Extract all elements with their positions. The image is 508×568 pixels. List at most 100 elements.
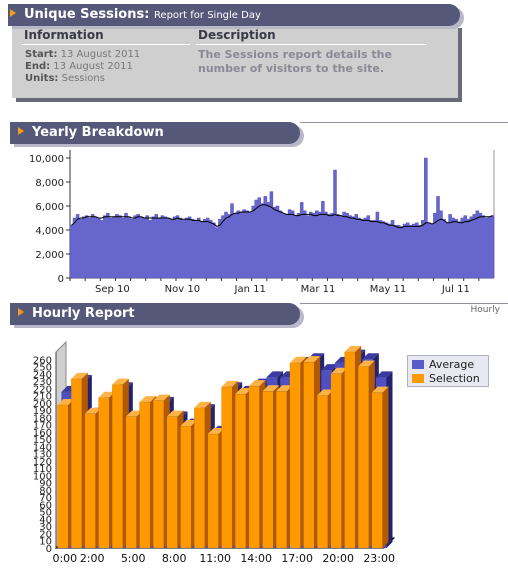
description-heading: Description xyxy=(198,28,276,42)
selection-bar-top xyxy=(71,372,88,379)
selection-bar-top xyxy=(112,378,129,385)
selection-bar-top xyxy=(289,356,307,363)
selection-bar-top xyxy=(194,401,211,408)
selection-bar xyxy=(275,390,288,549)
selection-bar-top xyxy=(98,391,116,398)
hourly-title: Hourly Report xyxy=(32,306,135,321)
selection-bar xyxy=(316,395,329,549)
yearly-rule xyxy=(300,122,508,123)
description-text: The Sessions report details the number o… xyxy=(198,48,392,75)
selection-bar-top xyxy=(153,394,170,401)
y-tick-label: 100 xyxy=(33,471,52,482)
selection-bar xyxy=(57,404,69,549)
arrow-right-icon xyxy=(18,127,24,135)
y-tick-label: 130 xyxy=(33,450,52,461)
x-tick-label: 0:00 xyxy=(52,552,77,565)
start-value: 13 August 2011 xyxy=(60,49,141,60)
selection-bar-top xyxy=(276,385,293,392)
arrow-right-icon xyxy=(10,9,16,17)
units-value: Sessions xyxy=(61,73,105,84)
selection-bar-top xyxy=(262,385,280,392)
selection-bar xyxy=(248,385,260,549)
y-tick-label: 110 xyxy=(33,464,52,475)
hourly-rule xyxy=(300,303,508,304)
x-tick-label: 17:00 xyxy=(281,552,313,565)
average-bar-top xyxy=(362,353,379,360)
selection-bar-top xyxy=(166,410,184,417)
selection-bar-side xyxy=(382,386,389,548)
average-bar-top xyxy=(266,371,284,378)
x-tick-label: 2:00 xyxy=(80,552,105,565)
end-row: End: 13 August 2011 xyxy=(25,61,133,72)
y-tick-label: 80 xyxy=(39,486,52,497)
legend-selection-label: Selection xyxy=(429,372,480,385)
summary-header: Unique Sessions: Report for Single Day xyxy=(8,4,460,26)
selection-bar xyxy=(139,401,151,549)
y-tick-label: 90 xyxy=(39,479,52,490)
hourly-link[interactable]: Hourly xyxy=(470,305,500,315)
y-tick-label: 180 xyxy=(33,413,52,424)
y-tick-label: 250 xyxy=(33,363,52,374)
y-tick-label: 30 xyxy=(39,522,52,533)
summary-subtitle: Report for Single Day xyxy=(153,10,261,21)
legend-swatch-average xyxy=(412,360,424,369)
selection-bar-top xyxy=(330,367,348,374)
y-tick-label: 200 xyxy=(33,399,52,410)
x-tick-label: 11:00 xyxy=(199,552,231,565)
y-tick-label: 70 xyxy=(39,493,52,504)
selection-bar-top xyxy=(344,346,362,352)
info-box xyxy=(12,24,458,98)
selection-bar-top xyxy=(125,410,143,417)
y-tick-label: 220 xyxy=(33,384,52,395)
selection-bar xyxy=(125,416,137,549)
y-tick-label: 170 xyxy=(33,421,52,432)
y-tick-label: 150 xyxy=(33,435,52,446)
selection-bar-top xyxy=(248,380,266,387)
selection-bar-top xyxy=(358,360,375,367)
y-tick-label: 60 xyxy=(39,500,52,511)
y-tick-label: 210 xyxy=(33,392,52,403)
hourly-header: Hourly Report xyxy=(10,303,300,325)
selection-bar-top xyxy=(180,420,198,427)
y-tick-label: 50 xyxy=(39,508,52,519)
selection-bar-top xyxy=(371,386,389,393)
average-bar-top xyxy=(321,364,338,371)
selection-bar-top xyxy=(84,407,102,414)
yearly-title: Yearly Breakdown xyxy=(32,125,164,140)
y-tick-label: 40 xyxy=(39,515,52,526)
selection-bar-top xyxy=(317,389,334,396)
yearly-header: Yearly Breakdown xyxy=(10,122,300,144)
summary-title: Unique Sessions: xyxy=(24,7,150,22)
end-label: End: xyxy=(25,61,51,72)
legend-average-label: Average xyxy=(429,358,475,371)
selection-bar xyxy=(303,361,315,549)
selection-bar xyxy=(166,416,178,549)
end-value: 13 August 2011 xyxy=(53,61,133,72)
y-tick-label: 140 xyxy=(33,442,52,453)
y-tick-label: 120 xyxy=(33,457,52,468)
selection-bar-top xyxy=(235,388,252,395)
legend-selection: Selection xyxy=(412,372,480,385)
selection-bar xyxy=(84,413,96,549)
y-tick-label: 190 xyxy=(33,406,52,417)
x-tick-label: 20:00 xyxy=(322,552,354,565)
selection-bar xyxy=(371,392,383,549)
x-tick-label: 8:00 xyxy=(162,552,187,565)
selection-bar xyxy=(70,378,83,549)
selection-bar xyxy=(330,373,342,549)
selection-bar xyxy=(344,351,356,549)
selection-bar-top xyxy=(139,396,157,403)
info-heading: Information xyxy=(24,28,104,42)
start-label: Start: xyxy=(25,49,58,60)
legend-swatch-selection xyxy=(412,374,424,383)
description-divider xyxy=(196,44,426,45)
selection-bar-top xyxy=(57,398,75,405)
y-tick-label: 0 xyxy=(46,544,52,555)
selection-bar xyxy=(193,407,206,549)
units-label: Units: xyxy=(25,73,59,84)
legend-average: Average xyxy=(412,358,474,371)
info-divider xyxy=(22,44,190,45)
selection-bar xyxy=(289,362,301,549)
start-row: Start: 13 August 2011 xyxy=(25,49,140,60)
